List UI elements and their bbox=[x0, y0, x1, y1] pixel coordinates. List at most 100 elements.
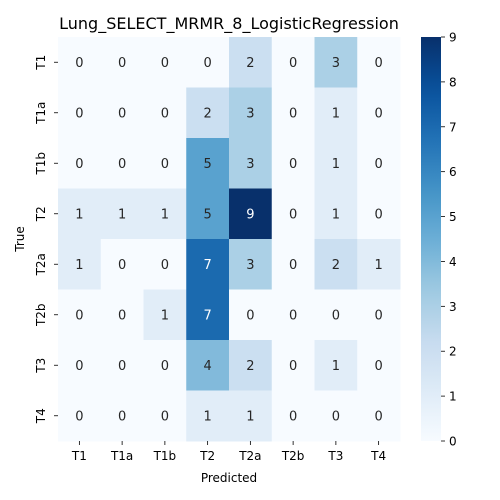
heatmap-cell bbox=[100, 289, 144, 341]
heatmap-cell bbox=[143, 289, 187, 341]
colorbar-tick-label: 0 bbox=[449, 435, 457, 449]
heatmap-cell bbox=[357, 390, 401, 442]
heatmap-cell bbox=[357, 138, 401, 189]
cell-value-label: 3 bbox=[246, 258, 254, 273]
heatmap-cell bbox=[229, 390, 273, 442]
colorbar-tick-label: 1 bbox=[449, 390, 457, 404]
heatmap-cells: 0 0 0 0 2 0 3 0 0 0 0 2 3 0 1 0 0 0 0 5 3 0 1 0 1 1 1 5 9 0 1 0 1 0 0 7 3 0 2 1… bbox=[58, 37, 401, 442]
heatmap-cell bbox=[314, 239, 358, 290]
cell-value-label: 0 bbox=[161, 56, 169, 71]
heatmap-cell bbox=[357, 340, 401, 391]
cell-value-label: 1 bbox=[332, 157, 340, 172]
heatmap-cell bbox=[314, 390, 358, 442]
cell-value-label: 0 bbox=[289, 409, 297, 424]
heatmap-cell bbox=[100, 239, 144, 290]
cell-value-label: 5 bbox=[203, 207, 211, 222]
x-axis-label: Predicted bbox=[201, 471, 257, 485]
heatmap-cell bbox=[271, 87, 315, 139]
cell-value-label: 0 bbox=[118, 56, 126, 71]
cell-value-label: 0 bbox=[289, 106, 297, 121]
cell-value-label: 1 bbox=[246, 409, 254, 424]
cell-value-label: 7 bbox=[203, 308, 211, 323]
cell-value-label: 1 bbox=[75, 207, 83, 222]
y-tick-label: T2b bbox=[34, 303, 48, 327]
cell-value-label: 0 bbox=[332, 409, 340, 424]
cell-value-label: 1 bbox=[75, 258, 83, 273]
cell-value-label: 5 bbox=[203, 157, 211, 172]
cell-value-label: 0 bbox=[75, 106, 83, 121]
cell-value-label: 0 bbox=[374, 359, 382, 374]
cell-value-label: 0 bbox=[75, 157, 83, 172]
heatmap-cell bbox=[58, 188, 102, 240]
heatmap-cell bbox=[143, 239, 187, 290]
colorbar-tick-label: 8 bbox=[449, 75, 457, 89]
cell-value-label: 0 bbox=[161, 106, 169, 121]
heatmap-cell bbox=[229, 188, 273, 240]
cell-value-label: 0 bbox=[75, 409, 83, 424]
x-tick-label: T4 bbox=[370, 449, 386, 463]
heatmap-cell bbox=[229, 239, 273, 290]
heatmap-cell bbox=[143, 188, 187, 240]
cell-value-label: 0 bbox=[118, 409, 126, 424]
colorbar-tick-label: 9 bbox=[449, 31, 457, 45]
colorbar-tick-label: 7 bbox=[449, 120, 457, 134]
heatmap-cell bbox=[58, 87, 102, 139]
cell-value-label: 1 bbox=[161, 207, 169, 222]
heatmap-cell bbox=[357, 239, 401, 290]
colorbar-tick-label: 4 bbox=[449, 255, 457, 269]
colorbar: 0 1 2 3 4 5 6 7 8 9 bbox=[421, 31, 457, 449]
cell-value-label: 0 bbox=[332, 308, 340, 323]
heatmap-cell bbox=[58, 390, 102, 442]
x-tick-label: T3 bbox=[327, 449, 343, 463]
cell-value-label: 1 bbox=[374, 258, 382, 273]
heatmap-cell bbox=[271, 188, 315, 240]
cell-value-label: 4 bbox=[203, 359, 211, 374]
cell-value-label: 0 bbox=[374, 56, 382, 71]
cell-value-label: 0 bbox=[75, 359, 83, 374]
cell-value-label: 0 bbox=[289, 258, 297, 273]
cell-value-label: 0 bbox=[374, 106, 382, 121]
heatmap-cell bbox=[100, 340, 144, 391]
cell-value-label: 0 bbox=[289, 207, 297, 222]
y-axis-label: True bbox=[13, 226, 27, 253]
cell-value-label: 0 bbox=[161, 359, 169, 374]
cell-value-label: 0 bbox=[374, 157, 382, 172]
cell-value-label: 2 bbox=[246, 359, 254, 374]
heatmap-cell bbox=[58, 289, 102, 341]
x-tick-label: T1 bbox=[71, 449, 87, 463]
cell-value-label: 1 bbox=[203, 409, 211, 424]
heatmap-cell bbox=[58, 138, 102, 189]
heatmap-cell bbox=[186, 188, 230, 240]
cell-value-label: 0 bbox=[289, 157, 297, 172]
chart-title: Lung_SELECT_MRMR_8_LogisticRegression bbox=[59, 14, 399, 34]
cell-value-label: 0 bbox=[75, 308, 83, 323]
heatmap-cell bbox=[229, 340, 273, 391]
colorbar-tick-label: 6 bbox=[449, 165, 457, 179]
colorbar-tick-label: 2 bbox=[449, 345, 457, 359]
cell-value-label: 0 bbox=[289, 308, 297, 323]
heatmap-cell bbox=[186, 37, 230, 88]
heatmap-cell bbox=[186, 390, 230, 442]
cell-value-label: 0 bbox=[118, 359, 126, 374]
cell-value-label: 0 bbox=[203, 56, 211, 71]
y-tick-label: T1b bbox=[34, 152, 48, 176]
cell-value-label: 1 bbox=[332, 207, 340, 222]
x-tick-label: T2b bbox=[281, 449, 305, 463]
heatmap-cell bbox=[271, 138, 315, 189]
x-tick-label: T2 bbox=[199, 449, 215, 463]
cell-value-label: 7 bbox=[203, 258, 211, 273]
cell-value-label: 0 bbox=[246, 308, 254, 323]
heatmap-cell bbox=[186, 289, 230, 341]
heatmap-cell bbox=[314, 37, 358, 88]
cell-value-label: 3 bbox=[332, 56, 340, 71]
cell-value-label: 2 bbox=[332, 258, 340, 273]
heatmap-cell bbox=[186, 138, 230, 189]
heatmap-cell bbox=[100, 37, 144, 88]
heatmap-cell bbox=[271, 390, 315, 442]
heatmap-cell bbox=[314, 188, 358, 240]
y-tick-label: T2a bbox=[34, 253, 48, 276]
cell-value-label: 0 bbox=[118, 258, 126, 273]
cell-value-label: 0 bbox=[118, 308, 126, 323]
cell-value-label: 1 bbox=[118, 207, 126, 222]
heatmap-cell bbox=[100, 87, 144, 139]
